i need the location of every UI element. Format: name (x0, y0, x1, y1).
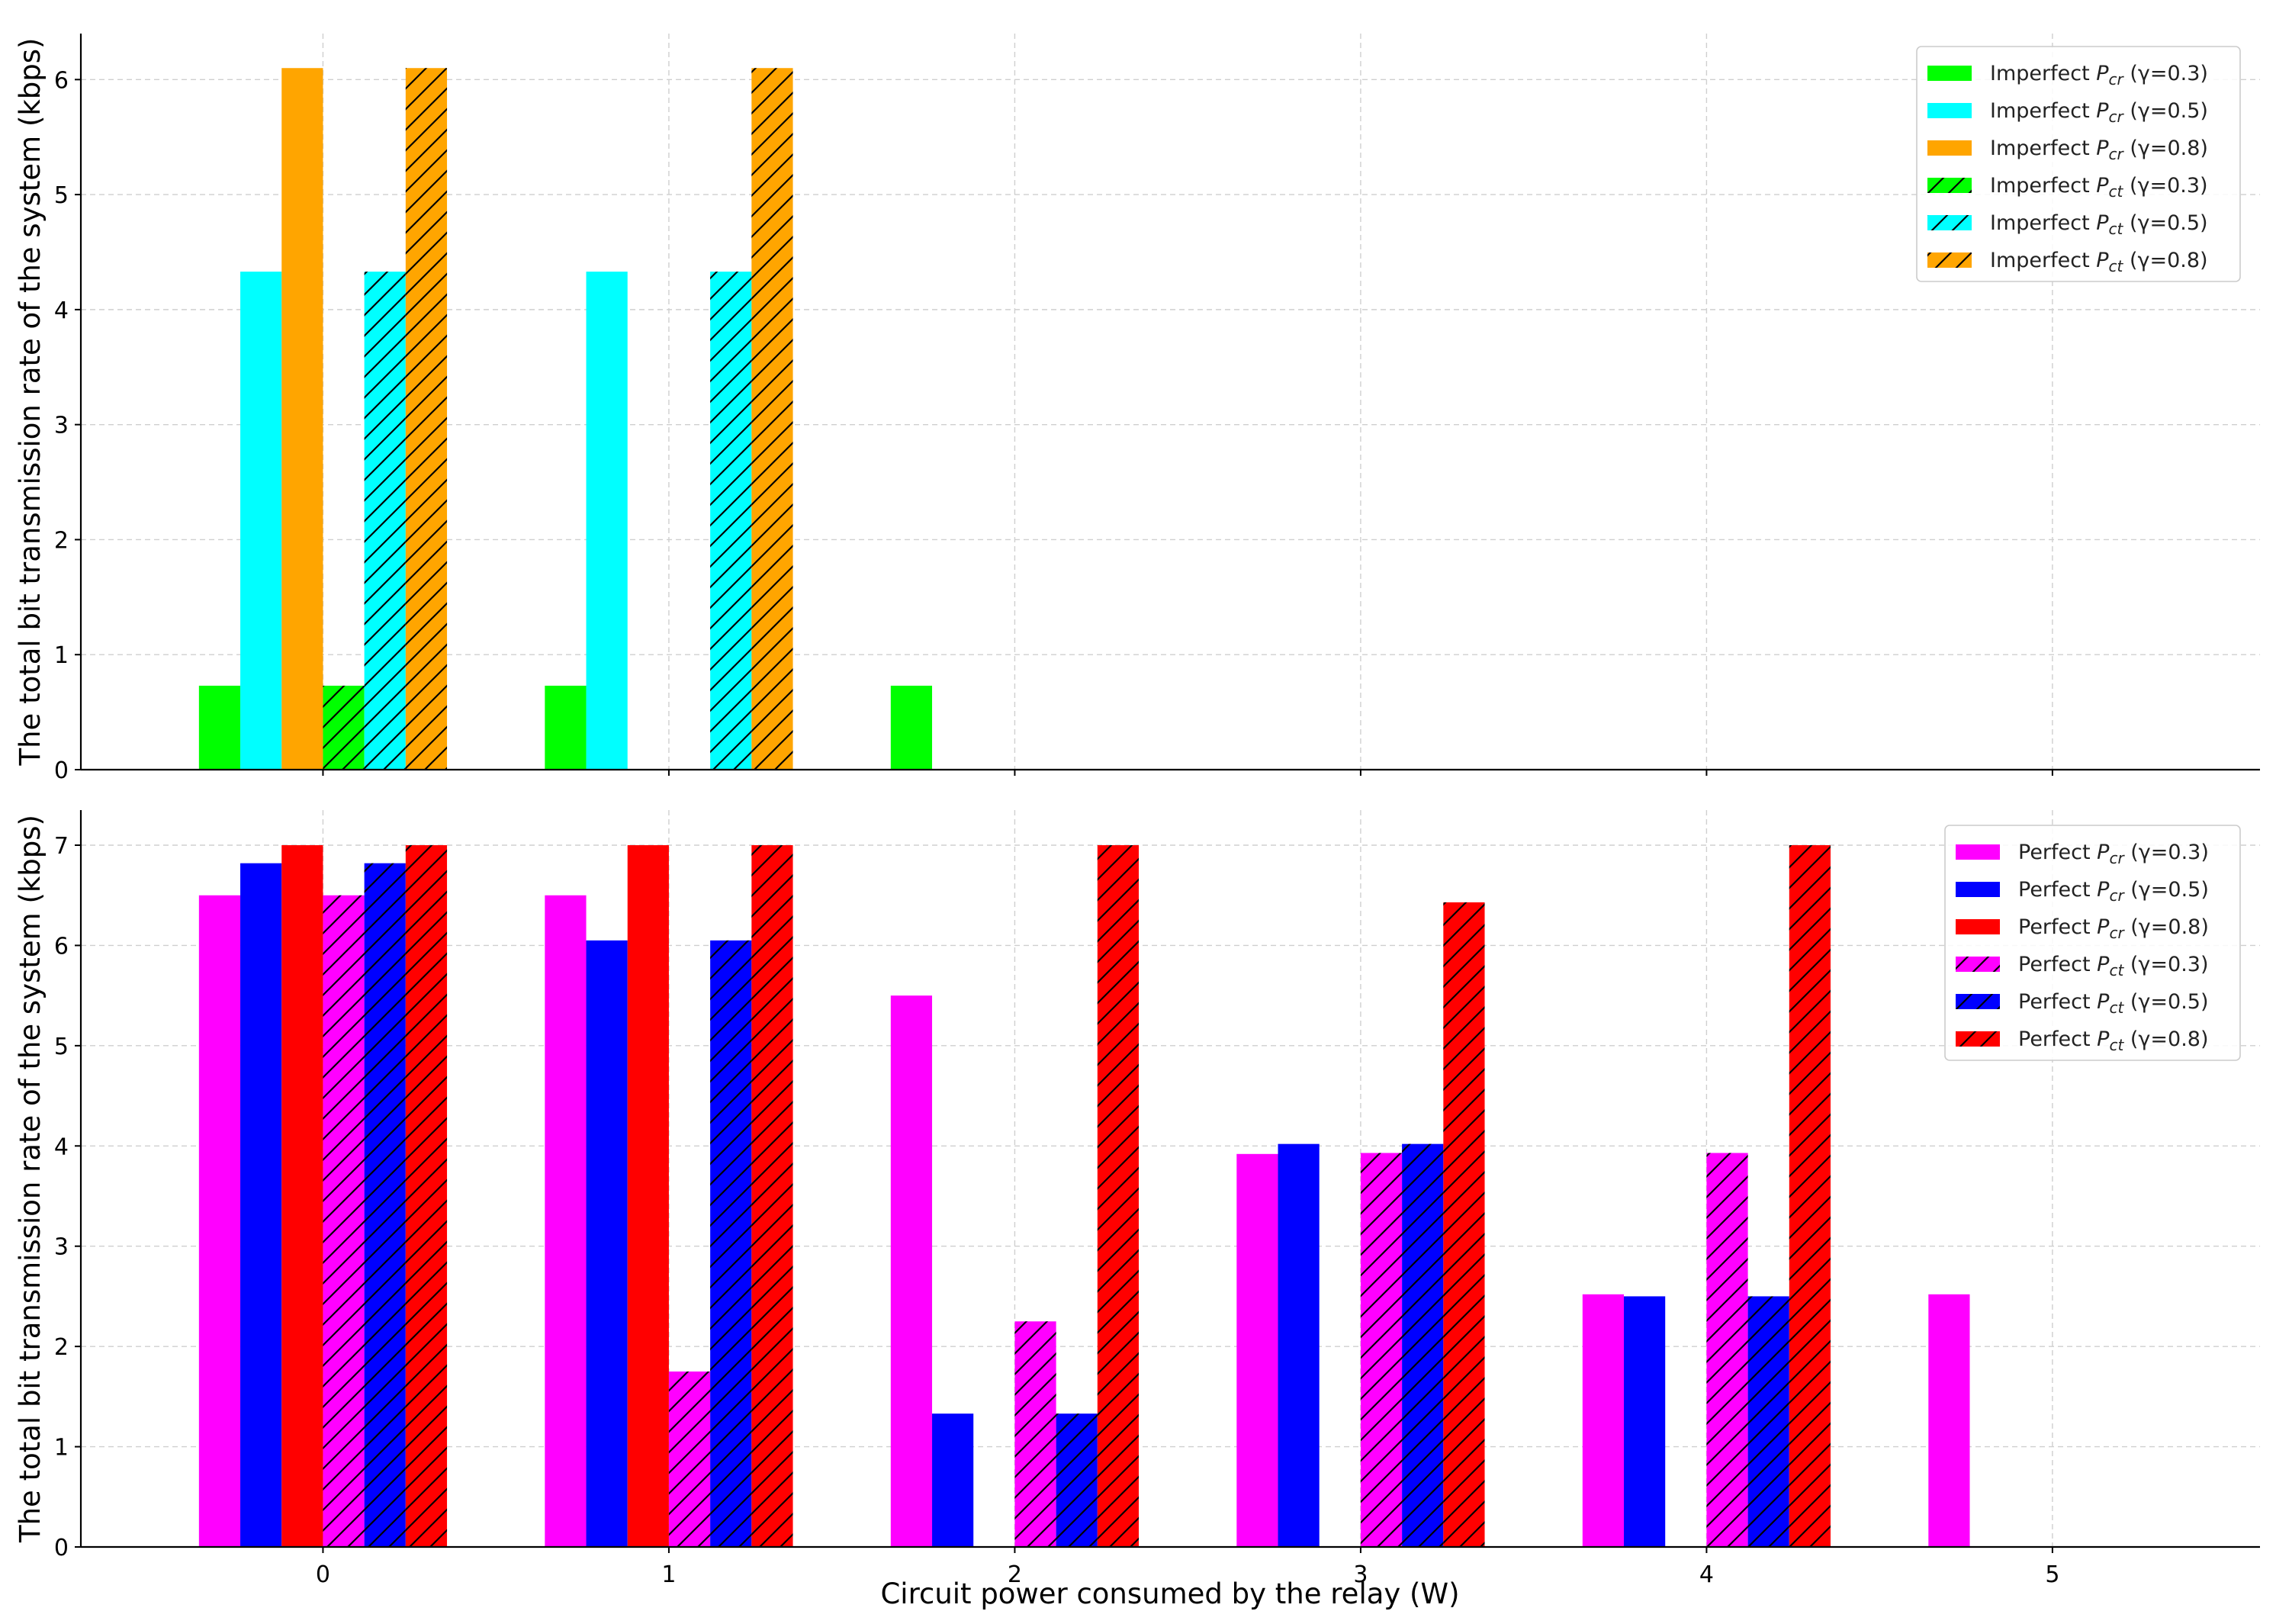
bars (198, 845, 1970, 1547)
bar (198, 685, 241, 770)
y-tick-label: 3 (54, 1234, 69, 1261)
bar (240, 272, 282, 770)
y-tick-label: 4 (54, 297, 69, 324)
bar-hatch (364, 272, 406, 770)
bar-hatch (710, 272, 752, 770)
bar-hatch (1360, 1153, 1403, 1547)
legend-label: Imperfect Pcr (γ=0.3) (1990, 62, 2208, 88)
bar (545, 895, 587, 1547)
x-tick-label: 0 (316, 1561, 330, 1588)
bar-hatch (1097, 845, 1140, 1547)
legend-box (1944, 825, 2241, 1061)
y-tick-label: 6 (54, 933, 69, 960)
legend-swatch (1956, 844, 2000, 860)
legend-label: Perfect Pct (γ=0.3) (2018, 953, 2209, 979)
legend-swatch (1927, 103, 1972, 118)
bar-hatch (364, 863, 406, 1547)
y-tick-label: 5 (54, 1034, 69, 1060)
bar (586, 940, 628, 1547)
legend-swatch (1927, 215, 1972, 230)
bar-hatch (405, 845, 448, 1547)
legend-label: Imperfect Pcr (γ=0.8) (1990, 137, 2208, 163)
y-tick-label: 4 (54, 1134, 69, 1160)
bar-hatch (323, 685, 365, 770)
bar-hatch (1443, 902, 1485, 1547)
legend-label: Perfect Pcr (γ=0.8) (2018, 915, 2209, 942)
y-tick-label: 7 (54, 833, 69, 860)
legend: Imperfect Pcr (γ=0.3) Imperfect Pcr (γ=0.… (1916, 46, 2241, 282)
y-tick-label: 6 (54, 67, 69, 94)
y-tick-label: 1 (54, 1435, 69, 1462)
legend-label: Perfect Pct (γ=0.8) (2018, 1027, 2209, 1054)
x-tick-label: 4 (1699, 1561, 1714, 1588)
bar-hatch (1789, 845, 1831, 1547)
bars (198, 68, 933, 770)
legend-label: Perfect Pcr (γ=0.3) (2018, 841, 2209, 867)
bar (545, 685, 587, 770)
bar (281, 845, 323, 1547)
bar-hatch (405, 68, 448, 770)
x-tick-label: 2 (1008, 1561, 1022, 1588)
bar (1928, 1294, 1970, 1547)
bar-hatch (1014, 1321, 1056, 1547)
legend-label: Perfect Pcr (γ=0.5) (2018, 878, 2209, 905)
legend-label: Imperfect Pcr (γ=0.5) (1990, 99, 2208, 126)
legend-swatch (1956, 957, 2000, 972)
y-tick-label: 2 (54, 527, 69, 554)
legend-swatch (1956, 882, 2000, 897)
legend-swatch (1927, 252, 1972, 268)
legend-swatch (1956, 994, 2000, 1009)
bar-hatch (751, 68, 793, 770)
x-axis-label: Circuit power consumed by the relay (W) (880, 1577, 1459, 1610)
legend-swatch (1927, 140, 1972, 156)
bar (890, 995, 933, 1547)
bar (240, 863, 282, 1547)
legend-swatch (1927, 178, 1972, 193)
bar-hatch (710, 940, 752, 1547)
chart-bottom: 0 1 2 3 4 5 6 7 0 1 2 3 4 5 The total bit transmission… (14, 810, 2260, 1588)
y-axis-label: The total bit transmission rate of the s… (14, 815, 47, 1543)
bar (1624, 1296, 1666, 1547)
x-tick-label: 3 (1353, 1561, 1368, 1588)
bar-hatch (323, 895, 365, 1547)
bar (1582, 1294, 1625, 1547)
y-axis-label: The total bit transmission rate of the s… (14, 38, 47, 767)
y-tick-label: 0 (54, 757, 69, 784)
bar (932, 1413, 974, 1547)
bar (281, 68, 323, 770)
legend-swatch (1927, 66, 1972, 81)
bar-hatch (1706, 1153, 1748, 1547)
legend: Perfect Pcr (γ=0.3) Perfect Pcr (γ=0.5) Pe… (1944, 825, 2241, 1061)
bar-hatch (668, 1372, 711, 1547)
x-tick-label: 5 (2045, 1561, 2059, 1588)
y-tick-label: 0 (54, 1535, 69, 1561)
legend-swatch (1956, 919, 2000, 934)
bar (1236, 1153, 1278, 1547)
legend-label: Perfect Pct (γ=0.5) (2018, 990, 2209, 1017)
bar (627, 845, 669, 1547)
bar (586, 272, 628, 770)
legend-box (1916, 46, 2241, 282)
x-tick-label: 1 (661, 1561, 676, 1588)
bar-hatch (751, 845, 793, 1547)
y-tick-label: 5 (54, 182, 69, 209)
bar (1278, 1143, 1320, 1547)
legend-swatch (1956, 1031, 2000, 1047)
y-tick-label: 3 (54, 413, 69, 439)
bar-hatch (1056, 1413, 1098, 1547)
legend-label: Imperfect Pct (γ=0.3) (1990, 174, 2208, 201)
y-tick-label: 2 (54, 1334, 69, 1361)
bar (890, 685, 933, 770)
y-tick-label: 1 (54, 642, 69, 669)
bar-hatch (1747, 1296, 1789, 1547)
legend-label: Imperfect Pct (γ=0.8) (1990, 249, 2208, 275)
chart-top: 0 1 2 3 4 5 6 The total bit transmission rate o… (14, 34, 2260, 784)
legend-label: Imperfect Pct (γ=0.5) (1990, 211, 2208, 238)
bar-hatch (1402, 1143, 1444, 1547)
bar (198, 895, 241, 1547)
